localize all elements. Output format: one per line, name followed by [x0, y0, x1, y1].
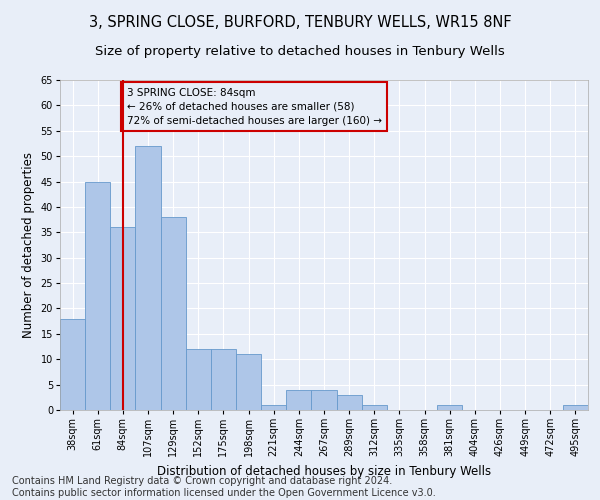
Bar [337, 395, 362, 410]
Bar [437, 405, 462, 410]
X-axis label: Distribution of detached houses by size in Tenbury Wells: Distribution of detached houses by size … [157, 464, 491, 477]
Bar [362, 405, 387, 410]
Bar [110, 227, 136, 410]
Bar [236, 354, 261, 410]
Bar [136, 146, 161, 410]
Bar [186, 349, 211, 410]
Text: 3 SPRING CLOSE: 84sqm
← 26% of detached houses are smaller (58)
72% of semi-deta: 3 SPRING CLOSE: 84sqm ← 26% of detached … [127, 88, 382, 126]
Bar [211, 349, 236, 410]
Text: 3, SPRING CLOSE, BURFORD, TENBURY WELLS, WR15 8NF: 3, SPRING CLOSE, BURFORD, TENBURY WELLS,… [89, 15, 511, 30]
Bar [161, 217, 186, 410]
Bar [311, 390, 337, 410]
Bar [60, 318, 85, 410]
Text: Size of property relative to detached houses in Tenbury Wells: Size of property relative to detached ho… [95, 45, 505, 58]
Bar [286, 390, 311, 410]
Y-axis label: Number of detached properties: Number of detached properties [22, 152, 35, 338]
Bar [563, 405, 588, 410]
Bar [261, 405, 286, 410]
Text: Contains HM Land Registry data © Crown copyright and database right 2024.
Contai: Contains HM Land Registry data © Crown c… [12, 476, 436, 498]
Bar [85, 182, 110, 410]
